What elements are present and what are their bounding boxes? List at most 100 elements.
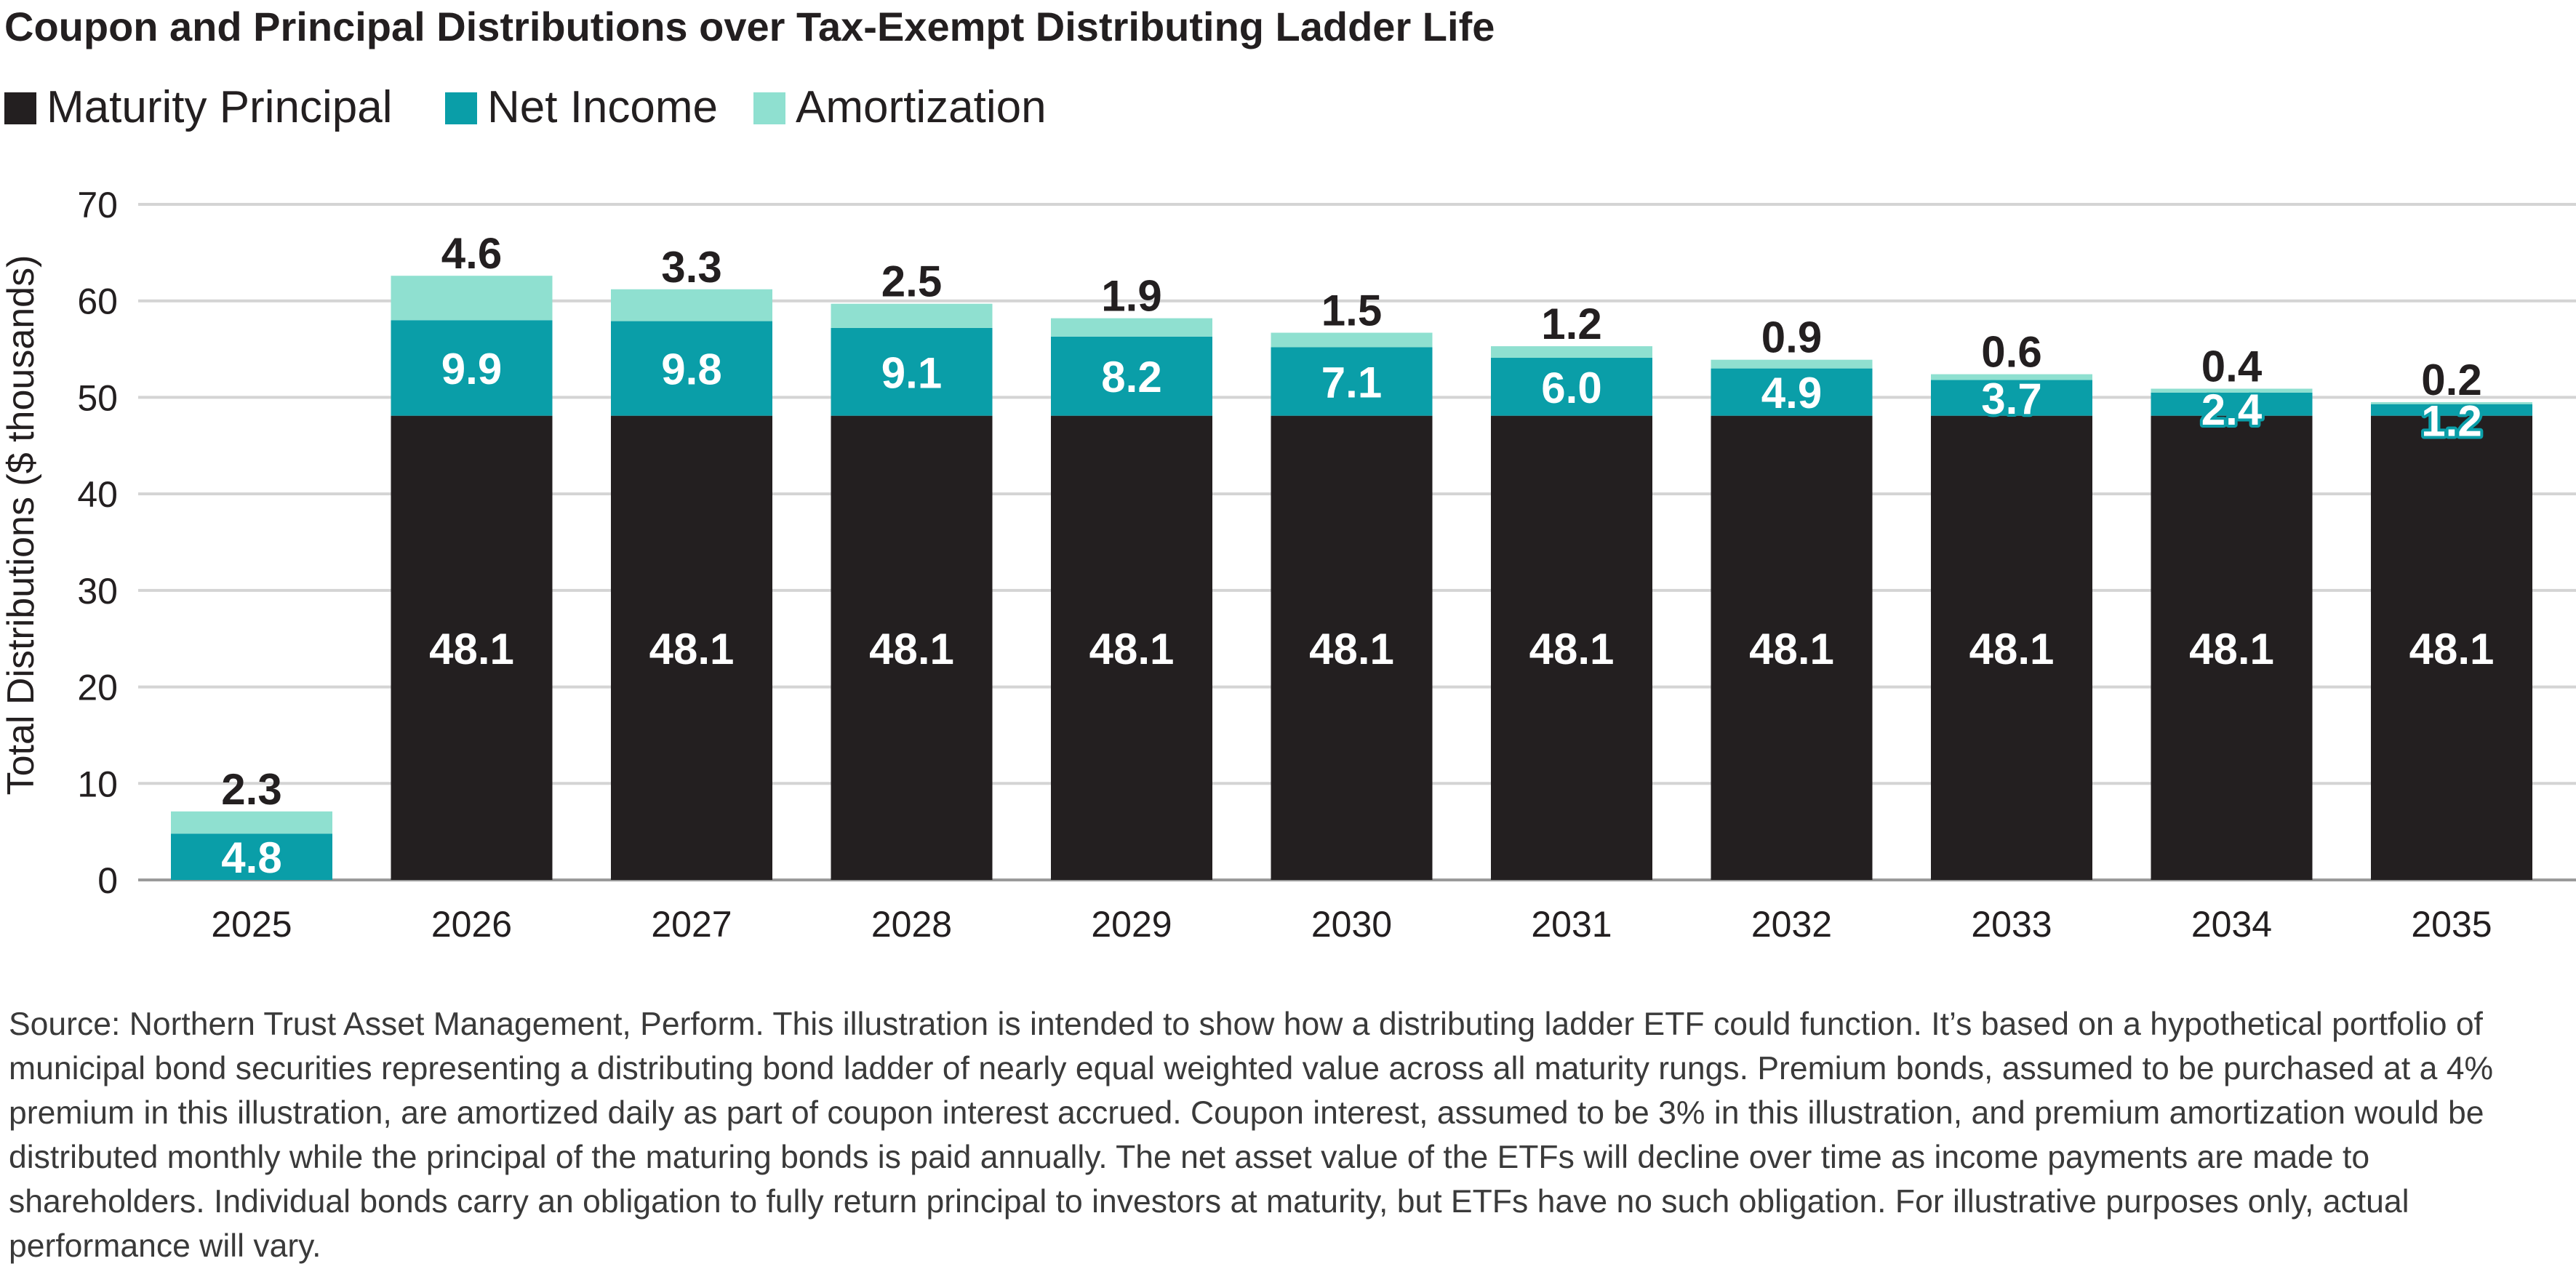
y-tick-label: 40 bbox=[77, 474, 118, 515]
y-axis-ticks: 0 10 20 30 40 50 60 70 bbox=[77, 185, 118, 901]
data-label-maturity-principal-2030: 48.1 bbox=[1309, 625, 1394, 673]
x-tick-label: 2034 bbox=[2191, 904, 2272, 945]
bar-net-income-2025 bbox=[171, 833, 332, 880]
bar-amortization-2027 bbox=[611, 289, 772, 321]
data-label-maturity-principal-2029: 48.1 bbox=[1089, 625, 1175, 673]
x-tick-label: 2026 bbox=[431, 904, 512, 945]
bar-stack-2029: 48.1 8.2 1.9 bbox=[1051, 272, 1212, 880]
data-label-maturity-principal-2031: 48.1 bbox=[1529, 625, 1615, 673]
data-label-amortization-2029: 1.9 bbox=[1101, 272, 1161, 321]
data-label-maturity-principal-2035: 48.1 bbox=[2409, 625, 2495, 673]
x-axis-ticks: 2025 2026 2027 2028 2029 2030 2031 2032 2033 2034… bbox=[211, 904, 2492, 945]
data-label-net-income-2030: 7.1 bbox=[1321, 359, 1382, 407]
bar-amortization-2030 bbox=[1271, 332, 1433, 348]
bar-amortization-2026 bbox=[391, 276, 553, 321]
bar-stack-2035: 48.1 1.20.2 bbox=[2371, 356, 2532, 880]
bar-amortization-2033 bbox=[1931, 374, 2092, 380]
data-label-net-income-2033: 3.7 bbox=[1981, 375, 2041, 423]
bar-net-income-2034 bbox=[2151, 392, 2313, 416]
bar-net-income-2033 bbox=[1931, 380, 2092, 416]
y-tick-label: 70 bbox=[77, 185, 118, 225]
chart: Coupon and Principal Distributions over … bbox=[0, 4, 2576, 945]
data-label-net-income-2032: 4.9 bbox=[1761, 369, 1822, 417]
data-label-amortization-2032: 0.9 bbox=[1761, 313, 1822, 362]
data-label-amortization-2031: 1.2 bbox=[1541, 300, 1601, 348]
y-tick-label: 0 bbox=[97, 860, 118, 901]
legend-swatch-amortization bbox=[753, 92, 785, 124]
bar-stack-2032: 48.1 4.9 0.9 bbox=[1711, 313, 1873, 880]
data-label-amortization-2034: 0.4 bbox=[2201, 342, 2263, 391]
bar-net-income-2028 bbox=[831, 327, 993, 416]
data-label-maturity-principal-2027: 48.1 bbox=[649, 625, 735, 673]
bar-maturity-principal-2026 bbox=[391, 415, 553, 880]
data-label-net-income-2035: 1.2 bbox=[2421, 397, 2481, 446]
bar-net-income-2032 bbox=[1711, 368, 1873, 416]
data-label-maturity-principal-2026: 48.1 bbox=[429, 625, 514, 673]
bar-maturity-principal-2030 bbox=[1271, 415, 1433, 880]
data-label-maturity-principal-2033: 48.1 bbox=[1969, 625, 2055, 673]
x-tick-label: 2027 bbox=[651, 904, 732, 945]
legend-label-maturity-principal: Maturity Principal bbox=[47, 82, 392, 132]
bar-stack-2026: 48.1 9.9 4.6 bbox=[391, 229, 553, 880]
data-label-net-income-2027: 9.8 bbox=[661, 345, 721, 394]
y-tick-label: 50 bbox=[77, 377, 118, 418]
y-tick-label: 60 bbox=[77, 281, 118, 322]
x-tick-label: 2025 bbox=[211, 904, 292, 945]
legend-label-net-income: Net Income bbox=[487, 82, 718, 132]
data-label-net-income-2025: 4.8 bbox=[221, 833, 281, 882]
bar-amortization-2034 bbox=[2151, 388, 2313, 393]
data-label-amortization-2028: 2.5 bbox=[881, 257, 942, 306]
data-label-amortization-2025: 2.3 bbox=[221, 765, 281, 814]
x-tick-label: 2033 bbox=[1971, 904, 2052, 945]
bar-amortization-2032 bbox=[1711, 359, 1873, 369]
legend: Maturity Principal Net Income Amortization bbox=[4, 82, 1047, 132]
bar-stack-2031: 48.1 6.0 1.2 bbox=[1491, 300, 1652, 880]
bar-stack-2027: 48.1 9.8 3.3 bbox=[611, 243, 772, 880]
legend-swatch-maturity-principal bbox=[4, 92, 36, 124]
bar-maturity-principal-2035 bbox=[2371, 415, 2532, 880]
bar-maturity-principal-2031 bbox=[1491, 415, 1652, 880]
data-label-amortization-2027: 3.3 bbox=[661, 243, 721, 292]
bar-stack-2034: 48.1 2.40.4 bbox=[2151, 342, 2313, 880]
bar-maturity-principal-2028 bbox=[831, 415, 993, 880]
bar-stack-2030: 48.1 7.1 1.5 bbox=[1271, 287, 1433, 880]
source-footnote: Source: Northern Trust Asset Management,… bbox=[9, 1006, 2494, 1264]
bar-net-income-2026 bbox=[391, 320, 553, 416]
bar-net-income-2030 bbox=[1271, 347, 1433, 416]
data-label-maturity-principal-2032: 48.1 bbox=[1749, 625, 1834, 673]
bar-amortization-2028 bbox=[831, 303, 993, 328]
data-label-net-income-2028: 9.1 bbox=[881, 348, 942, 397]
bar-net-income-2035 bbox=[2371, 404, 2532, 416]
x-tick-label: 2030 bbox=[1311, 904, 1392, 945]
y-tick-label: 20 bbox=[77, 668, 118, 708]
chart-title: Coupon and Principal Distributions over … bbox=[4, 4, 1495, 49]
bar-stack-2033: 48.1 3.70.6 bbox=[1931, 328, 2092, 880]
bar-net-income-2027 bbox=[611, 321, 772, 416]
data-label-net-income-2026: 9.9 bbox=[441, 345, 502, 393]
bar-maturity-principal-2034 bbox=[2151, 415, 2313, 880]
data-label-amortization-2030: 1.5 bbox=[1321, 287, 1382, 335]
data-label-net-income-2029: 8.2 bbox=[1101, 353, 1161, 401]
data-label-amortization-2033: 0.6 bbox=[1981, 328, 2041, 377]
bar-stack-2028: 48.1 9.1 2.5 bbox=[831, 257, 993, 880]
bar-amortization-2031 bbox=[1491, 346, 1652, 359]
data-label-net-income-2034: 2.4 bbox=[2201, 385, 2263, 434]
y-axis-label: Total Distributions ($ thousands) bbox=[0, 255, 42, 796]
legend-label-amortization: Amortization bbox=[796, 82, 1047, 132]
data-label-net-income-2031: 6.0 bbox=[1541, 364, 1601, 412]
bar-maturity-principal-2032 bbox=[1711, 415, 1873, 880]
bar-amortization-2025 bbox=[171, 811, 332, 834]
data-label-maturity-principal-2028: 48.1 bbox=[869, 625, 954, 673]
data-label-amortization-2026: 4.6 bbox=[441, 229, 502, 278]
x-tick-label: 2032 bbox=[1751, 904, 1832, 945]
bar-maturity-principal-2029 bbox=[1051, 415, 1212, 880]
data-label-maturity-principal-2034: 48.1 bbox=[2189, 625, 2274, 673]
x-tick-label: 2028 bbox=[871, 904, 952, 945]
y-tick-label: 10 bbox=[77, 764, 118, 804]
bar-net-income-2031 bbox=[1491, 358, 1652, 416]
bar-maturity-principal-2033 bbox=[1931, 415, 2092, 880]
bar-net-income-2029 bbox=[1051, 336, 1212, 416]
legend-swatch-net-income bbox=[445, 92, 477, 124]
x-tick-label: 2031 bbox=[1531, 904, 1612, 945]
bar-stack-2025: 4.82.3 bbox=[171, 765, 332, 885]
